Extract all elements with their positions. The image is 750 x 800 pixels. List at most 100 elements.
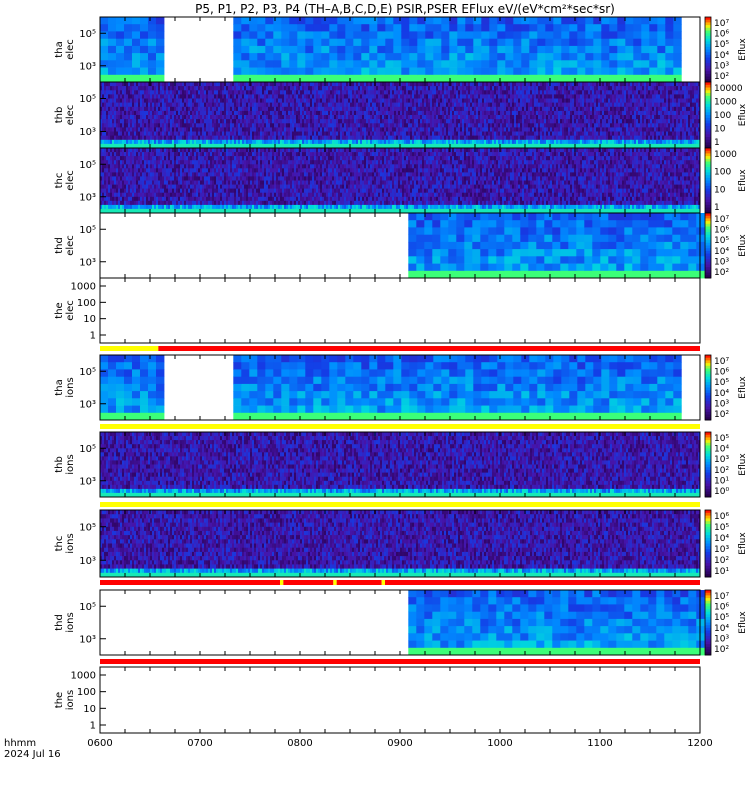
colorbar: 1000 100 10 1 Eflux: [704, 147, 748, 214]
panel-probe-label: tha: [54, 41, 65, 57]
x-tick-label: 0800: [287, 738, 312, 749]
mode-bar-segment: [100, 659, 700, 664]
colorbar-label: Eflux: [738, 376, 748, 399]
colorbar-tick-label: 10: [714, 185, 726, 195]
x-tick-label: 0600: [87, 738, 112, 749]
y-tick-label: 10⁵: [79, 160, 96, 171]
y-tick-label: 1: [90, 721, 96, 732]
panel-species-label: elec: [65, 170, 76, 191]
figure-title: P5, P1, P2, P3, P4 (TH–A,B,C,D,E) PSIR,P…: [195, 2, 615, 16]
colorbar-tick-label: 1000: [714, 98, 737, 108]
colorbar-label: Eflux: [738, 532, 748, 555]
time-axis: 0600 0700 0800 0900 1000 1100 1200: [87, 738, 712, 749]
colorbar-label: Eflux: [738, 611, 748, 634]
panel-frame: [99, 277, 701, 344]
colorbar-tick-label: 10²: [714, 466, 729, 476]
heatmap-cells: [100, 432, 701, 498]
colorbar-tick-label: 10⁷: [714, 592, 729, 602]
y-tick-label: 10⁵: [79, 367, 96, 378]
colorbar-tick-label: 10⁶: [714, 226, 729, 236]
colorbar-tick-label: 10³: [714, 455, 729, 465]
panel-probe-label: thd: [54, 237, 65, 254]
panel-the-elec: 1000 100 10 1 the elec: [54, 277, 701, 344]
colorbar-tick-label: 10⁵: [714, 523, 729, 533]
mode-bar-segment: [158, 346, 701, 351]
y-tick-label: 10⁵: [79, 94, 96, 105]
x-tick-label: 0700: [187, 738, 212, 749]
panel-probe-label: thc: [54, 536, 65, 552]
y-tick-label: 10⁵: [79, 602, 96, 613]
colorbar-tick-label: 10¹: [714, 567, 729, 577]
y-tick-label: 10⁵: [79, 29, 96, 40]
heatmap-cells: [100, 17, 682, 83]
y-tick-label: 10: [83, 314, 96, 325]
colorbar-tick-label: 10⁵: [714, 434, 729, 444]
y-tick-label: 10³: [79, 192, 96, 203]
colorbar-tick-label: 100: [714, 111, 731, 121]
colorbar-tick-label: 10³: [714, 61, 729, 71]
colorbar-tick-label: 10²: [714, 556, 729, 566]
heatmap-cells: [100, 355, 682, 421]
colorbar-tick-label: 10³: [714, 634, 729, 644]
heatmap-cells: [100, 510, 701, 578]
y-tick-label: 10³: [79, 399, 96, 410]
colorbar-tick-label: 10⁵: [714, 613, 729, 623]
colorbar-label: Eflux: [738, 169, 748, 192]
panel-species-label: elec: [65, 39, 76, 60]
panel-species-label: elec: [65, 105, 76, 126]
colorbar-tick-label: 10³: [714, 399, 729, 409]
colorbar-tick-label: 10²: [714, 72, 729, 82]
date-label: 2024 Jul 16: [4, 749, 61, 760]
colorbar-label: Eflux: [738, 234, 748, 257]
panel-probe-label: thb: [54, 456, 65, 473]
panel-probe-label: thd: [54, 614, 65, 631]
colorbar-tick-label: 10⁵: [714, 378, 729, 388]
colorbar-tick-label: 10³: [714, 545, 729, 555]
panel-species-label: elec: [65, 300, 76, 321]
colorbar-tick-label: 10⁰: [714, 487, 729, 497]
panel-probe-label: thc: [54, 173, 65, 189]
colorbar-tick-label: 10⁷: [714, 357, 729, 367]
mode-bar-segment: [100, 580, 280, 585]
colorbar-tick-label: 10⁴: [714, 389, 729, 399]
mode-bar-segment: [100, 424, 700, 429]
panel-thb-elec: 10⁵ 10³ thb elec 10000 1000 100 10 1 Eflux: [54, 81, 748, 149]
colorbar-label: Eflux: [738, 38, 748, 61]
y-tick-label: 1000: [71, 671, 96, 682]
colorbar-tick-label: 10⁴: [714, 445, 729, 455]
panel-probe-label: thb: [54, 107, 65, 124]
panel-probe-label: tha: [54, 379, 65, 395]
y-tick-label: 10³: [79, 556, 96, 567]
heatmap-cells: [100, 148, 701, 214]
colorbar-tick-label: 10⁴: [714, 51, 729, 61]
y-tick-label: 10⁵: [79, 225, 96, 236]
mode-bar-segment: [283, 580, 334, 585]
colorbar: 10000 1000 100 10 1 Eflux: [704, 81, 748, 149]
mode-bar-segment: [100, 502, 700, 507]
colorbar-tick-label: 10: [714, 125, 726, 135]
time-axis-label: hhmm: [4, 738, 36, 749]
y-tick-label: 10³: [79, 127, 96, 138]
y-tick-label: 100: [77, 687, 96, 698]
panel-the-ions: 1000 100 10 1 the ions: [54, 666, 701, 734]
colorbar-tick-label: 1: [714, 138, 720, 148]
x-tick-label: 1000: [487, 738, 512, 749]
panel-probe-label: the: [54, 302, 65, 318]
mode-bar-segment: [100, 346, 159, 351]
mode-bar-segment: [333, 580, 337, 585]
panel-species-label: ions: [65, 377, 76, 397]
panel-species-label: ions: [65, 690, 76, 710]
colorbar-tick-label: 10⁶: [714, 30, 729, 40]
mode-bar-segment: [381, 580, 385, 585]
colorbar-tick-label: 10⁴: [714, 247, 729, 257]
